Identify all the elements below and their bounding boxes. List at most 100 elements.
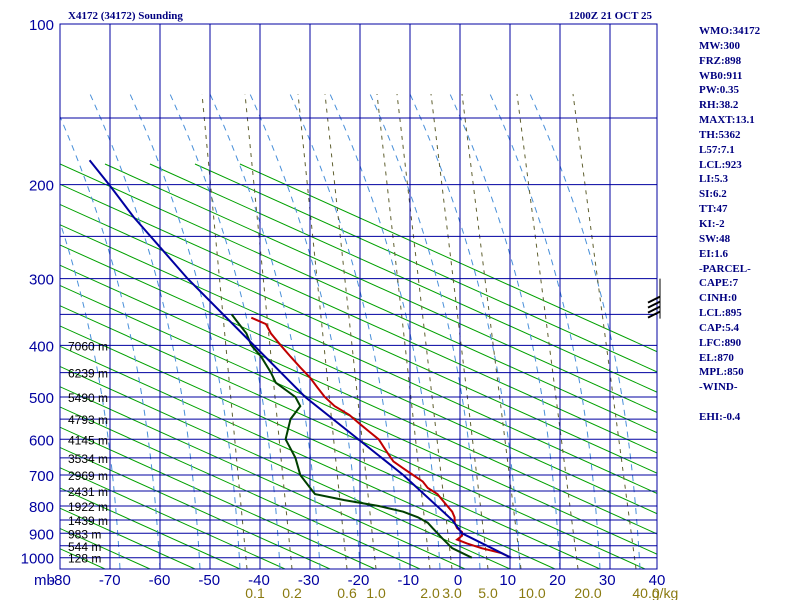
- sounding-profiles: [88, 159, 512, 559]
- index-item: WB0:911: [699, 69, 743, 82]
- mixing-ratio-label: 3.0: [442, 585, 462, 600]
- height-label: 544 m: [68, 540, 101, 554]
- index-item: PW:0.35: [699, 84, 740, 97]
- temperature-tick-label: -20: [348, 572, 370, 589]
- height-label: 1439 m: [68, 514, 108, 528]
- height-label: 2431 m: [68, 485, 108, 499]
- dry-adiabat: [60, 446, 331, 569]
- moist-adiabat: [169, 93, 281, 569]
- index-item: EL:870: [699, 351, 734, 364]
- pressure-tick-label: 1000: [21, 551, 54, 568]
- mixing-ratio-label: 0.1: [245, 585, 265, 600]
- wind-barb-feather: [647, 300, 661, 309]
- sounding-indices-panel: WMO:34172 MW:300 FRZ:898 WB0:911 PW:0.35 RH:3…: [699, 24, 760, 425]
- dry-adiabat: [60, 203, 657, 474]
- moist-adiabats: [60, 93, 641, 569]
- temperature-tick-label: 40: [649, 572, 666, 589]
- height-labels: 7060 m 6239 m 5490 m 4793 m 4145 m 3534 m 2969…: [68, 339, 108, 565]
- pressure-tick-labels: 100 200 300 400 500 600 700 800 900 1000 mb: [21, 17, 55, 589]
- moist-adiabat: [449, 93, 561, 569]
- height-label: 4145 m: [68, 433, 108, 447]
- temperature-tick-label: -10: [397, 572, 419, 589]
- temperature-tick-label: 30: [599, 572, 616, 589]
- mixing-ratio-line: [430, 93, 489, 569]
- mixing-ratio-unit: g/kg: [652, 585, 678, 600]
- dry-adiabat: [60, 305, 646, 569]
- moist-adiabat: [249, 93, 361, 569]
- mixing-ratio-label: 2.0: [420, 585, 440, 600]
- moist-adiabat: [60, 115, 161, 569]
- mixing-ratio-label: 10.0: [518, 585, 545, 600]
- dry-adiabat: [60, 264, 657, 535]
- wind-barb-feather: [647, 310, 661, 319]
- index-item: [699, 395, 760, 410]
- moist-adiabat: [489, 93, 601, 569]
- isobars: [60, 24, 657, 559]
- pressure-tick-label: 700: [29, 468, 54, 485]
- temperature-tick-label: -40: [248, 572, 270, 589]
- temperature-tick-label: 10: [499, 572, 516, 589]
- sounding-series-2: [88, 159, 512, 559]
- temperature-tick-label: -60: [149, 572, 171, 589]
- temperature-tick-label: 0: [454, 572, 462, 589]
- index-item: CAPE:7: [699, 277, 739, 290]
- mixing-ratio-label: 0.2: [282, 585, 302, 600]
- moist-adiabat: [289, 93, 401, 569]
- height-label: 3534 m: [68, 452, 108, 466]
- mixing-ratio-line: [516, 93, 579, 569]
- moist-adiabat: [129, 93, 241, 569]
- temperature-tick-label: -30: [298, 572, 320, 589]
- moist-adiabat: [529, 93, 641, 569]
- temperature-tick-label: -50: [198, 572, 220, 589]
- index-item: TH:5362: [699, 128, 741, 141]
- height-label: 6239 m: [68, 367, 108, 381]
- dry-adiabat: [60, 426, 376, 569]
- index-item: RH:38.2: [699, 99, 739, 112]
- height-label: 2969 m: [68, 469, 108, 483]
- pressure-tick-label: 400: [29, 338, 54, 355]
- isotherms: [109, 24, 611, 569]
- moist-adiabat: [329, 93, 441, 569]
- moist-adiabat: [89, 93, 201, 569]
- dry-adiabat: [149, 163, 657, 393]
- index-item: -PARCEL-: [699, 262, 751, 275]
- wind-barb-feather: [647, 305, 661, 314]
- index-item: LI:5.3: [699, 173, 729, 186]
- pressure-tick-label: 600: [29, 432, 54, 449]
- pressure-tick-label: 200: [29, 178, 54, 195]
- index-item: SW:48: [699, 232, 731, 245]
- temperature-tick-label: -70: [99, 572, 121, 589]
- index-item: MPL:850: [699, 366, 744, 379]
- wind-barb: [647, 278, 661, 319]
- mixing-ratio-line: [297, 93, 348, 569]
- index-item: WMO:34172: [699, 25, 761, 37]
- mixing-ratio-label: 20.0: [574, 585, 601, 600]
- temperature-tick-labels: -80 -70 -60 -50 -40 -30 -20 -10 0 10 20 30 40: [49, 572, 665, 589]
- pressure-tick-label: 900: [29, 526, 54, 543]
- mixing-ratio-label: 40.0: [632, 585, 659, 600]
- index-item: CINH:0: [699, 292, 737, 305]
- temperature-tick-label: 20: [549, 572, 566, 589]
- index-item: CAP:5.4: [699, 321, 740, 334]
- mixing-ratio-line: [461, 93, 522, 569]
- index-item: MW:300: [699, 39, 740, 52]
- pressure-unit-label: mb: [34, 572, 55, 589]
- pressure-tick-label: 100: [29, 17, 54, 34]
- mixing-ratio-line: [396, 93, 453, 569]
- wind-barb-feather: [647, 295, 661, 304]
- index-item: LCL:895: [699, 307, 742, 320]
- height-label: 1922 m: [68, 500, 108, 514]
- mixing-ratio-label: 5.0: [478, 585, 498, 600]
- moist-adiabat: [369, 93, 481, 569]
- mixing-ratio-line: [376, 93, 431, 569]
- index-item: TT:47: [699, 203, 728, 216]
- index-item: L57:7.1: [699, 143, 735, 156]
- dry-adiabat: [104, 163, 657, 413]
- height-label: 5490 m: [68, 391, 108, 405]
- pressure-tick-label: 800: [29, 499, 54, 516]
- pressure-tick-label: 500: [29, 390, 54, 407]
- index-item: LCL:923: [699, 158, 742, 171]
- mixing-ratio-labels: 0.1 0.2 0.6 1.0 2.0 3.0 5.0 10.0 20.0 40.0g/kg: [245, 585, 678, 600]
- dry-adiabat: [60, 224, 657, 494]
